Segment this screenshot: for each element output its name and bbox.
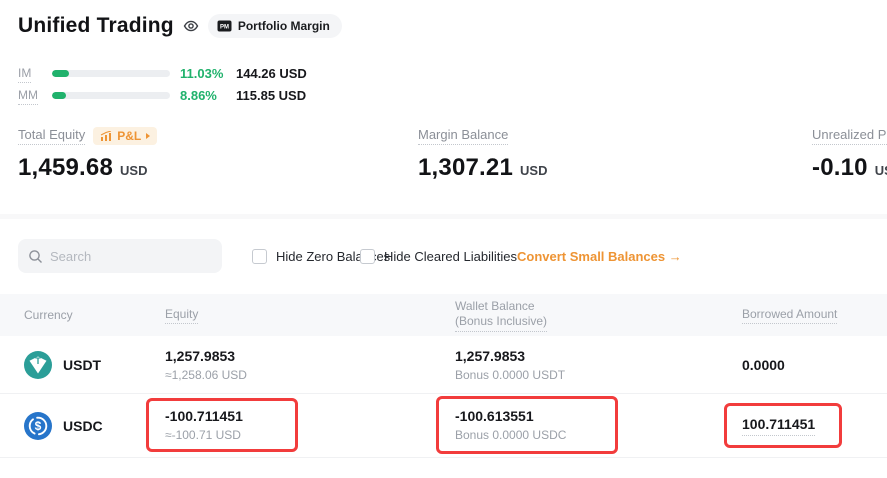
mm-ratio-row: MM 8.86% 115.85 USD	[18, 84, 307, 106]
unrealized-pnl-stat: Unrealized Pr -0.10 US	[812, 127, 887, 182]
im-value: 144.26 USD	[236, 65, 307, 81]
mm-progress-bar	[52, 91, 170, 99]
eye-icon[interactable]	[183, 18, 199, 34]
margin-ratio-block: IM 11.03% 144.26 USD MM 8.86% 115.85 USD	[18, 62, 307, 106]
col-header-wallet-balance[interactable]: Wallet Balance (Bonus Inclusive)	[455, 299, 742, 332]
col-header-borrowed-amount[interactable]: Borrowed Amount	[742, 307, 887, 324]
convert-small-balances-link[interactable]: Convert Small Balances →	[517, 248, 682, 264]
equity-highlight-box: -100.711451 ≈-100.71 USD	[146, 398, 298, 452]
equity-cell: -100.711451 ≈-100.71 USD	[146, 398, 455, 452]
search-box[interactable]	[18, 239, 222, 273]
borrowed-amount-cell: 100.711451	[724, 403, 887, 448]
pnl-caret-icon	[146, 133, 151, 139]
equity-usd-value: ≈1,258.06 USD	[165, 367, 247, 382]
coin-symbol: USDT	[63, 356, 102, 373]
wallet-balance-cell: -100.613551 Bonus 0.0000 USDC	[436, 396, 742, 454]
im-percent: 11.03%	[180, 65, 224, 81]
pnl-badge[interactable]: P&L	[93, 127, 158, 145]
page-title: Unified Trading	[18, 14, 174, 37]
total-equity-unit: USD	[120, 163, 148, 178]
im-progress-fill	[52, 69, 69, 77]
svg-text:PM: PM	[220, 25, 229, 31]
hide-cleared-liabilities-checkbox[interactable]: Hide Cleared Liabilities	[360, 239, 517, 273]
svg-text:T: T	[35, 356, 41, 366]
coin-symbol: USDC	[63, 417, 103, 434]
search-icon	[29, 249, 42, 263]
header: Unified Trading PM Portfolio Margin	[18, 14, 342, 38]
search-input[interactable]	[50, 248, 210, 264]
im-ratio-row: IM 11.03% 144.26 USD	[18, 62, 307, 84]
wallet-balance-cell: 1,257.9853 Bonus 0.0000 USDT	[455, 347, 742, 383]
bonus-value: Bonus 0.0000 USDC	[455, 428, 567, 442]
portfolio-margin-icon: PM	[217, 20, 232, 32]
wallet-balance-value: -100.613551	[455, 408, 534, 424]
im-label: IM	[18, 66, 44, 83]
section-divider	[0, 214, 887, 219]
unrealized-pnl-unit: US	[874, 163, 887, 178]
borrowed-amount-highlight-box: 100.711451	[724, 403, 842, 448]
unrealized-pnl-value: -0.10	[812, 154, 868, 181]
margin-balance-unit: USD	[520, 163, 548, 178]
total-equity-stat: Total Equity P&L 1,459.68 USD	[18, 127, 158, 182]
currency-cell: T USDT	[0, 350, 165, 379]
wallet-balance-value: 1,257.9853	[455, 347, 526, 364]
usdc-icon: $	[24, 411, 52, 440]
bonus-value: Bonus 0.0000 USDT	[455, 367, 566, 382]
checkbox-icon[interactable]	[360, 248, 375, 264]
im-progress-bar	[52, 69, 170, 77]
borrowed-amount-value[interactable]: 100.711451	[742, 415, 816, 436]
hide-cleared-liabilities-label: Hide Cleared Liabilities	[384, 248, 517, 264]
margin-balance-label: Margin Balance	[418, 127, 509, 145]
borrowed-amount-value: 0.0000	[742, 356, 785, 373]
table-row-usdt[interactable]: T USDT 1,257.9853 ≈1,258.06 USD 1,257.98…	[0, 336, 887, 394]
usdt-icon: T	[24, 350, 52, 379]
portfolio-margin-label: Portfolio Margin	[237, 19, 330, 33]
table-header-row: Currency Equity Wallet Balance (Bonus In…	[0, 294, 887, 336]
svg-text:$: $	[35, 419, 42, 433]
total-equity-label: Total Equity	[18, 127, 86, 145]
mm-value: 115.85 USD	[236, 87, 307, 103]
currency-cell: $ USDC	[0, 411, 165, 440]
account-stats: Total Equity P&L 1,459.68 USD Margin Bal…	[0, 127, 887, 197]
col-header-currency: Currency	[24, 308, 73, 322]
unrealized-pnl-label: Unrealized Pr	[812, 127, 887, 145]
total-equity-value: 1,459.68	[18, 154, 114, 181]
balances-table: Currency Equity Wallet Balance (Bonus In…	[0, 294, 887, 458]
portfolio-margin-badge[interactable]: PM Portfolio Margin	[207, 14, 342, 38]
checkbox-icon[interactable]	[252, 248, 267, 264]
equity-value: -100.711451	[165, 408, 243, 424]
wallet-balance-highlight-box: -100.613551 Bonus 0.0000 USDC	[436, 396, 618, 454]
col-header-equity[interactable]: Equity	[165, 307, 455, 324]
pnl-badge-label: P&L	[117, 129, 142, 143]
pnl-chart-icon	[100, 130, 112, 141]
equity-cell: 1,257.9853 ≈1,258.06 USD	[165, 347, 455, 383]
equity-usd-value: ≈-100.71 USD	[165, 428, 241, 442]
equity-value: 1,257.9853	[165, 347, 236, 364]
mm-progress-fill	[52, 91, 67, 99]
mm-label: MM	[18, 88, 44, 105]
margin-balance-value: 1,307.21	[418, 154, 514, 181]
borrowed-amount-cell: 0.0000	[742, 356, 887, 374]
margin-balance-stat: Margin Balance 1,307.21 USD	[418, 127, 547, 182]
table-row-usdc[interactable]: $ USDC -100.711451 ≈-100.71 USD -100.613…	[0, 394, 887, 458]
mm-percent: 8.86%	[180, 87, 217, 103]
filter-bar: Hide Zero Balances Hide Cleared Liabilit…	[0, 239, 887, 273]
